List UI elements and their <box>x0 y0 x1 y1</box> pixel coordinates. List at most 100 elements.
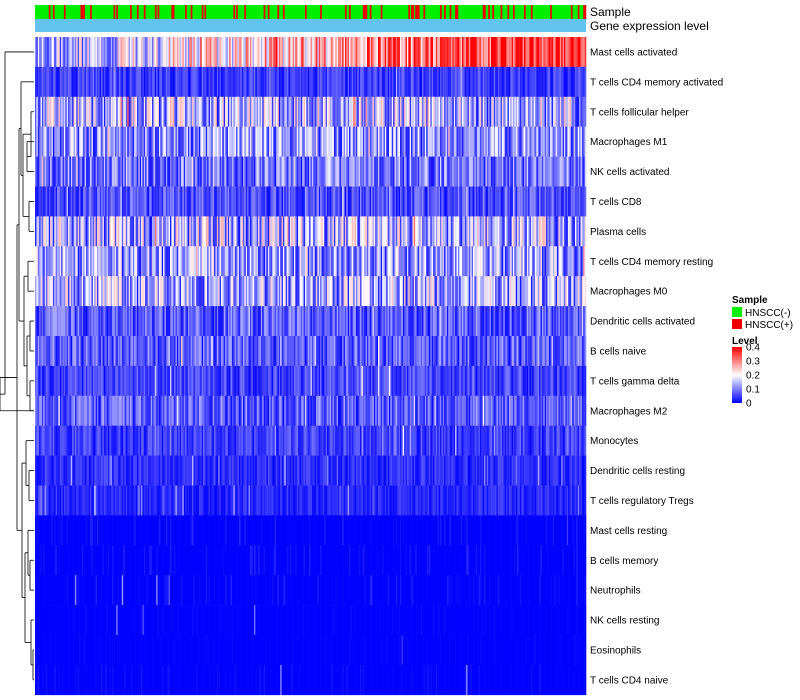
heatmap-cell <box>335 96 337 127</box>
heatmap-cell <box>441 156 444 187</box>
heatmap-cell <box>174 186 176 217</box>
heatmap-cell <box>378 156 380 187</box>
heatmap-cell <box>145 186 147 217</box>
heatmap-cell <box>101 156 103 187</box>
heatmap-cell <box>168 156 171 187</box>
heatmap-cell <box>333 126 336 157</box>
heatmap-cell <box>368 216 371 247</box>
heatmap-cell <box>389 216 391 247</box>
heatmap-cell <box>504 156 507 187</box>
sample-cell-positive <box>80 5 83 19</box>
heatmap-cell <box>152 37 154 68</box>
heatmap-cell <box>52 96 55 127</box>
heatmap-cell <box>254 37 256 68</box>
heatmap-cell <box>110 126 113 157</box>
heatmap-cell <box>467 37 470 68</box>
heatmap-cell <box>167 186 169 217</box>
heatmap-cell <box>581 186 584 217</box>
heatmap-cell <box>179 66 182 98</box>
heatmap-cell <box>208 37 211 68</box>
heatmap-cell <box>386 37 388 68</box>
heatmap-cell <box>493 216 496 247</box>
heatmap-cell <box>550 37 552 68</box>
heatmap-cell <box>496 66 499 98</box>
sample-cell-positive <box>417 5 420 19</box>
heatmap-cell <box>510 66 512 98</box>
heatmap-cell <box>484 186 486 217</box>
heatmap-cell <box>63 37 66 68</box>
heatmap-cell <box>413 126 416 157</box>
heatmap-cell <box>256 96 259 127</box>
heatmap-cell <box>256 37 259 68</box>
heatmap-cell <box>504 216 507 247</box>
heatmap-cell <box>134 156 136 187</box>
heatmap-cell <box>51 186 54 217</box>
heatmap-cell <box>105 126 107 157</box>
heatmap-cell <box>411 216 413 247</box>
heatmap-cell <box>287 37 289 68</box>
heatmap-cell <box>249 156 252 187</box>
heatmap-cell <box>138 186 140 217</box>
heatmap-cell <box>291 156 293 187</box>
heatmap-cell <box>81 156 84 187</box>
heatmap-cell <box>437 37 439 68</box>
heatmap-cell <box>182 66 185 98</box>
heatmap-cell <box>554 96 556 127</box>
heatmap-cell <box>316 37 318 68</box>
heatmap-cell <box>417 37 420 68</box>
heatmap-cell <box>270 216 273 247</box>
heatmap-cell <box>219 37 222 68</box>
heatmap-cell <box>280 216 282 247</box>
heatmap-cell <box>488 126 490 157</box>
heatmap-cell <box>251 186 253 217</box>
heatmap-cell <box>187 156 190 187</box>
heatmap-cell <box>584 276 587 307</box>
heatmap-cell <box>423 37 426 68</box>
heatmap-cell <box>288 156 291 187</box>
heatmap-cell <box>58 156 61 187</box>
heatmap-cell <box>342 156 344 187</box>
heatmap-cell <box>77 96 80 127</box>
heatmap-cell <box>401 186 404 217</box>
heatmap-cell <box>209 156 212 187</box>
heatmap-cell <box>340 96 343 127</box>
heatmap-cell <box>244 156 247 187</box>
heatmap-cell <box>539 37 541 68</box>
heatmap-cell <box>309 66 311 98</box>
heatmap-cell <box>47 156 50 187</box>
heatmap-cell <box>201 96 204 127</box>
heatmap-cell <box>98 66 101 98</box>
heatmap-cell <box>530 126 533 157</box>
heatmap-cell <box>408 66 410 98</box>
heatmap-cell <box>66 37 69 68</box>
heatmap-cell <box>373 156 376 187</box>
heatmap-cell <box>201 37 204 68</box>
heatmap-cell <box>289 37 292 68</box>
heatmap-cell <box>81 37 84 68</box>
heatmap-cell <box>196 37 198 68</box>
heatmap-cell <box>136 66 139 98</box>
heatmap-cell <box>266 96 269 127</box>
heatmap-cell <box>468 186 471 217</box>
heatmap-cell <box>209 66 212 98</box>
heatmap-cell <box>243 126 245 157</box>
heatmap-cell <box>47 96 50 127</box>
heatmap-cell <box>57 216 59 247</box>
heatmap-cell <box>52 156 55 187</box>
heatmap-cell <box>277 96 280 127</box>
heatmap-cell <box>112 156 114 187</box>
heatmap-cell <box>41 96 44 127</box>
heatmap-cell <box>411 66 413 98</box>
heatmap-cell <box>62 126 65 157</box>
heatmap-cell <box>280 96 282 127</box>
heatmap-cell <box>291 66 293 98</box>
heatmap-cell <box>252 66 255 98</box>
heatmap-cell <box>254 186 256 217</box>
heatmap-cell <box>528 126 530 157</box>
heatmap-cell <box>156 216 158 247</box>
heatmap-cell <box>387 126 390 157</box>
heatmap-cell <box>247 96 249 127</box>
heatmap-cell <box>285 96 288 127</box>
heatmap-cell <box>390 216 393 247</box>
heatmap-cell <box>565 96 568 127</box>
